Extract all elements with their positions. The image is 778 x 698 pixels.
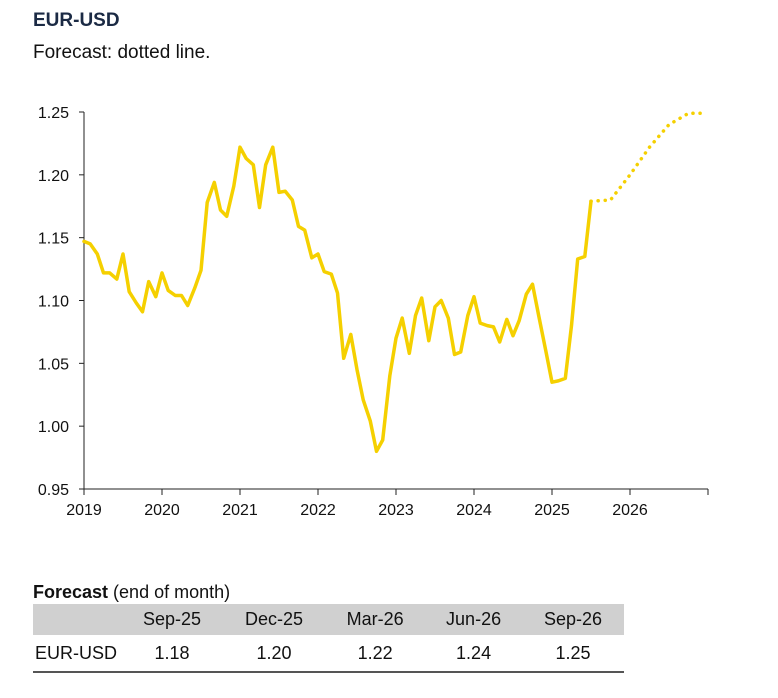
- forecast-row-label: EUR-USD: [33, 635, 121, 673]
- forecast-header-dec25: Dec-25: [223, 604, 325, 635]
- x-tick-label: 2020: [144, 502, 180, 519]
- forecast-header-sep26: Sep-26: [521, 604, 624, 635]
- y-tick-label: 1.25: [38, 105, 69, 122]
- y-tick-label: 1.05: [38, 356, 69, 373]
- forecast-row-eurusd: EUR-USD 1.18 1.20 1.22 1.24 1.25: [33, 635, 624, 673]
- forecast-title-rest: (end of month): [108, 582, 231, 602]
- x-tick-label: 2026: [612, 502, 648, 519]
- forecast-title-bold: Forecast: [33, 582, 109, 602]
- forecast-value-dec25: 1.20: [223, 635, 325, 673]
- x-tick-label: 2019: [66, 502, 102, 519]
- y-tick-label: 0.95: [38, 482, 69, 499]
- forecast-value-sep25: 1.18: [121, 635, 224, 673]
- chart-subtitle: Forecast: dotted line.: [33, 42, 211, 63]
- forecast-series-line: [589, 111, 702, 203]
- forecast-header-mar26: Mar-26: [325, 604, 426, 635]
- y-tick-label: 1.20: [38, 168, 69, 185]
- y-tick-label: 1.10: [38, 294, 69, 311]
- x-tick-label: 2022: [300, 502, 336, 519]
- forecast-value-mar26: 1.22: [325, 635, 426, 673]
- chart-title: EUR-USD: [33, 10, 120, 31]
- forecast-value-sep26: 1.25: [521, 635, 624, 673]
- forecast-table: Sep-25 Dec-25 Mar-26 Jun-26 Sep-26 EUR-U…: [33, 604, 624, 673]
- y-tick-label: 1.00: [38, 419, 69, 436]
- eurusd-series-line: [82, 145, 593, 454]
- forecast-table-title: Forecast (end of month): [33, 582, 230, 603]
- x-tick-label: 2024: [456, 502, 492, 519]
- forecast-header-blank: [33, 604, 121, 635]
- x-tick-label: 2025: [534, 502, 570, 519]
- line-chart: 0.95 1.00 1.05 1.10 1.15 1.20 1.25 2019 2020 2021…: [38, 105, 709, 519]
- forecast-header-jun26: Jun-26: [425, 604, 522, 635]
- y-tick-label: 1.15: [38, 231, 69, 248]
- forecast-value-jun26: 1.24: [425, 635, 522, 673]
- x-tick-label: 2021: [222, 502, 258, 519]
- forecast-header-row: Sep-25 Dec-25 Mar-26 Jun-26 Sep-26: [33, 604, 624, 635]
- x-tick-label: 2023: [378, 502, 414, 519]
- forecast-header-sep25: Sep-25: [121, 604, 224, 635]
